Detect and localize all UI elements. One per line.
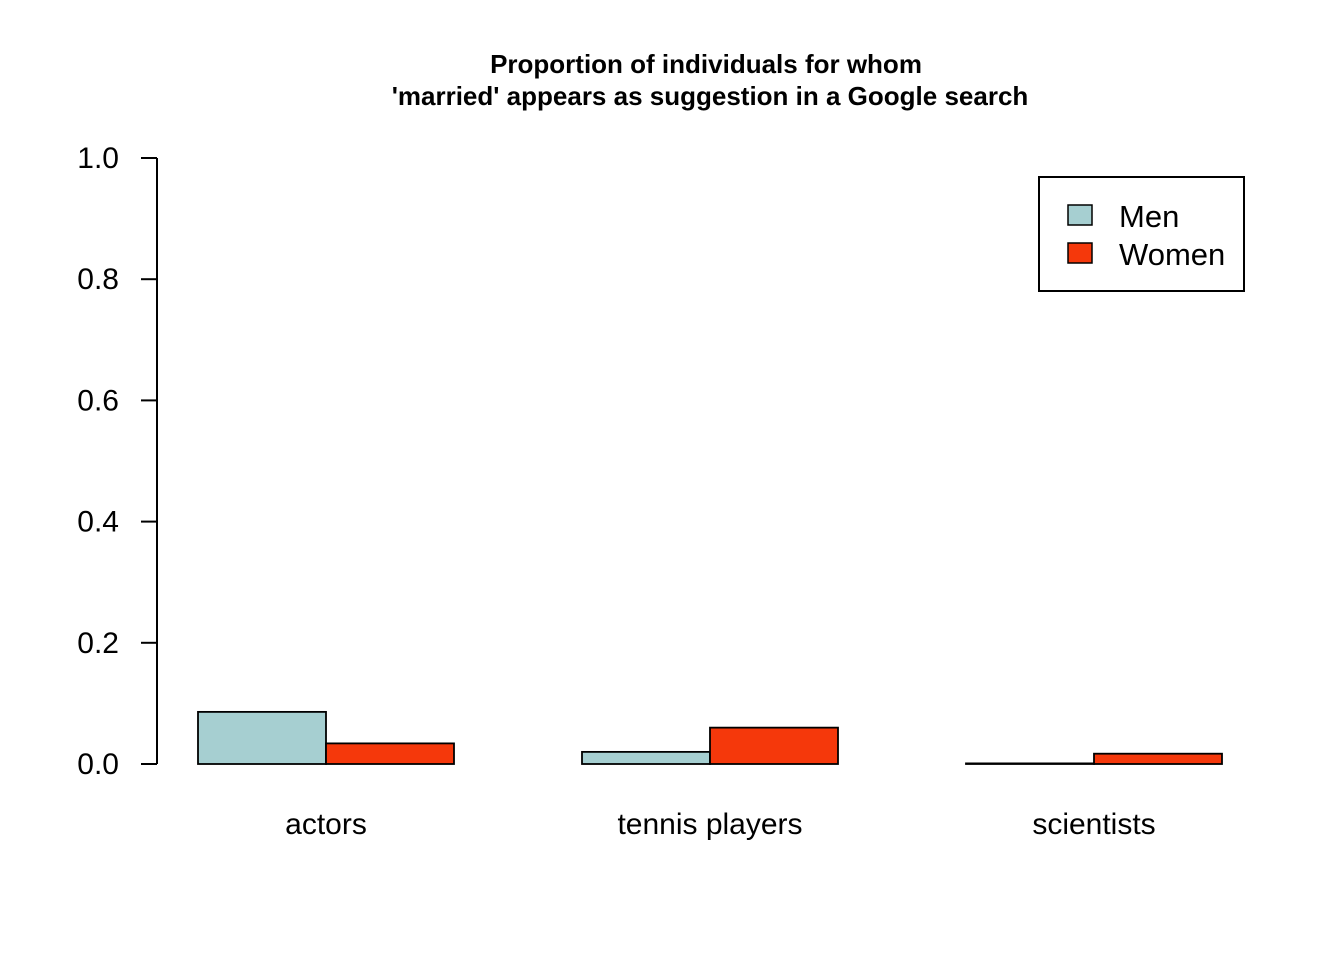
bar-women-scientists bbox=[1093, 752, 1223, 765]
chart-title: Proportion of individuals for whom 'marr… bbox=[392, 49, 1029, 111]
legend-label-men: Men bbox=[1119, 199, 1179, 234]
bar-men-scientists bbox=[965, 762, 1095, 765]
legend-box bbox=[1038, 176, 1245, 292]
bar-women-actors bbox=[325, 742, 455, 765]
y-axis: 0.0 0.2 0.4 0.6 0.8 1.0 bbox=[77, 142, 158, 781]
y-tick-label: 1.0 bbox=[77, 142, 119, 175]
y-tick-label: 0.4 bbox=[77, 506, 119, 539]
legend: Men Women bbox=[1038, 176, 1245, 292]
x-axis-labels: actors tennis players scientists bbox=[285, 808, 1156, 841]
bar-men-actors bbox=[197, 710, 327, 765]
y-tick-label: 0.0 bbox=[77, 748, 119, 781]
x-category-label: scientists bbox=[1032, 808, 1155, 841]
chart-title-line-1: Proportion of individuals for whom bbox=[490, 49, 922, 79]
y-tick-label: 0.6 bbox=[77, 384, 119, 417]
legend-swatch-women bbox=[1067, 242, 1093, 264]
bars-group bbox=[197, 710, 1223, 765]
bar-men-tennis-players bbox=[581, 750, 711, 765]
x-category-label: actors bbox=[285, 808, 367, 841]
y-tick-label: 0.2 bbox=[77, 627, 119, 660]
bar-women-tennis-players bbox=[709, 726, 839, 765]
x-category-label: tennis players bbox=[617, 808, 802, 841]
legend-swatch-men bbox=[1067, 204, 1093, 226]
chart-title-line-2: 'married' appears as suggestion in a Goo… bbox=[392, 81, 1029, 111]
y-tick-label: 0.8 bbox=[77, 263, 119, 296]
legend-label-women: Women bbox=[1119, 237, 1225, 272]
